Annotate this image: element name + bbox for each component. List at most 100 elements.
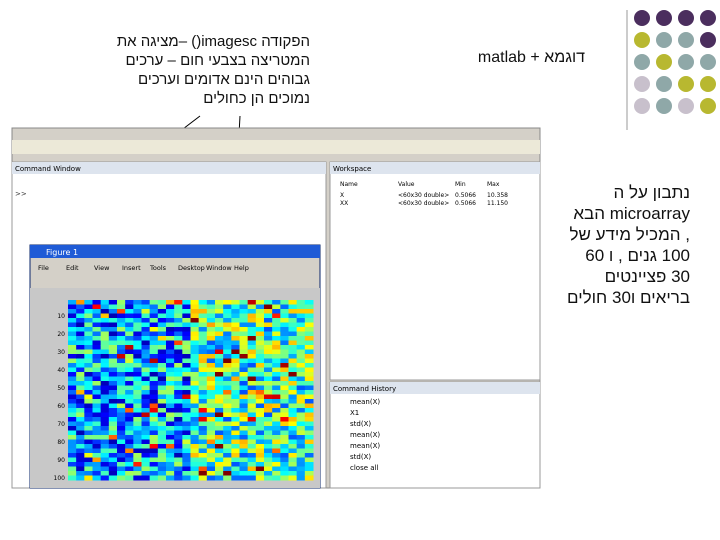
heatmap-cell [223,309,232,314]
heatmap-cell [125,475,134,481]
heatmap-cell [84,403,93,409]
heatmap-cell [304,349,314,355]
heatmap-cell [92,345,102,350]
heatmap-cell [76,336,85,341]
heatmap-cell [215,345,224,350]
heatmap-cell [125,457,134,463]
heatmap-cell [255,394,265,400]
heatmap-cell [133,354,142,359]
heatmap-cell [133,408,142,413]
heatmap-cell [296,372,306,377]
heatmap-cell [108,376,118,382]
heatmap-cell [264,331,273,337]
heatmap-cell [215,381,224,386]
heatmap-cell [166,354,175,359]
heatmap-cell [272,435,281,440]
heatmap-cell [223,462,232,467]
heatmap-cell [84,439,93,445]
heatmap-cell [108,349,118,355]
heatmap-cell [133,444,142,449]
heatmap-cell [166,304,175,310]
heatmap-cell [198,313,208,319]
heatmap-cell [239,475,249,481]
heatmap-cell [247,399,257,404]
heatmap-cell [174,466,183,472]
heatmap-cell [182,421,191,427]
heatmap-cell [108,448,118,454]
heatmap-cell [76,394,85,400]
heatmap-cell [68,399,77,404]
heatmap-cell [174,381,183,386]
heatmap-cell [239,453,249,458]
heatmap-cell [182,336,191,341]
heatmap-cell [117,340,126,346]
heatmap-cell [125,322,134,328]
heatmap-cell [288,403,298,409]
heatmap-cell [141,430,151,436]
heatmap-cell [84,390,93,395]
heatmap-cell [231,349,240,355]
heatmap-cell [157,322,167,328]
heatmap-cell [157,313,167,319]
heatmap-cell [100,381,110,386]
heatmap-cell [149,327,159,332]
heatmap-cell [133,327,142,332]
heatmap-cell [92,466,102,472]
heatmap-cell [231,300,240,305]
cell: XX [340,200,348,207]
menu-item: File [38,264,49,272]
heatmap-cell [108,475,118,481]
heatmap-cell [100,390,110,395]
heatmap-cell [133,381,142,386]
heatmap-cell [215,448,224,454]
heatmap-cell [288,430,298,436]
heatmap-cell [125,318,134,323]
heatmap-cell [125,300,134,305]
pointer-line [232,115,241,246]
heatmap-cell [157,417,167,422]
heatmap-cell [76,309,85,314]
heatmap-cell [239,372,249,377]
heatmap-cell [68,381,77,386]
heatmap-cell [100,376,110,382]
heatmap-cell [264,439,273,445]
heatmap-cell [76,462,85,467]
heatmap-cell [174,448,183,454]
heatmap-cell [100,318,110,323]
heatmap-cell [206,453,216,458]
heatmap-cell [304,417,314,422]
heatmap-cell [92,475,102,481]
heatmap-cell [68,426,77,431]
heatmap-cell [215,340,224,346]
heatmap-cell [280,471,289,476]
heatmap-cell [255,426,265,431]
heatmap-cell [255,475,265,481]
heatmap-cell [288,322,298,328]
heatmap-cell [166,372,175,377]
heatmap-cell [141,313,151,319]
heatmap-cell [239,336,249,341]
column-header: Min [455,181,466,188]
heatmap-cell [272,385,281,391]
heatmap-cell [76,358,85,364]
heatmap-cell [149,394,159,400]
heatmap-cell [166,457,175,463]
heatmap-cell [92,331,102,337]
heatmap-cell [166,471,175,476]
heatmap-cell [190,349,200,355]
heatmap-cell [223,354,232,359]
heatmap-cell [231,345,240,350]
heatmap-cell [272,471,281,476]
heatmap-cell [141,408,151,413]
heatmap-cell [68,345,77,350]
heatmap-cell [255,408,265,413]
heatmap-cell [68,448,77,454]
heatmap-cell [84,462,93,467]
heatmap-cell [182,408,191,413]
heatmap-cell [92,403,102,409]
heatmap-cell [304,313,314,319]
heatmap-cell [149,448,159,454]
heatmap-cell [141,385,151,391]
heatmap-cell [231,304,240,310]
heatmap-cell [288,354,298,359]
